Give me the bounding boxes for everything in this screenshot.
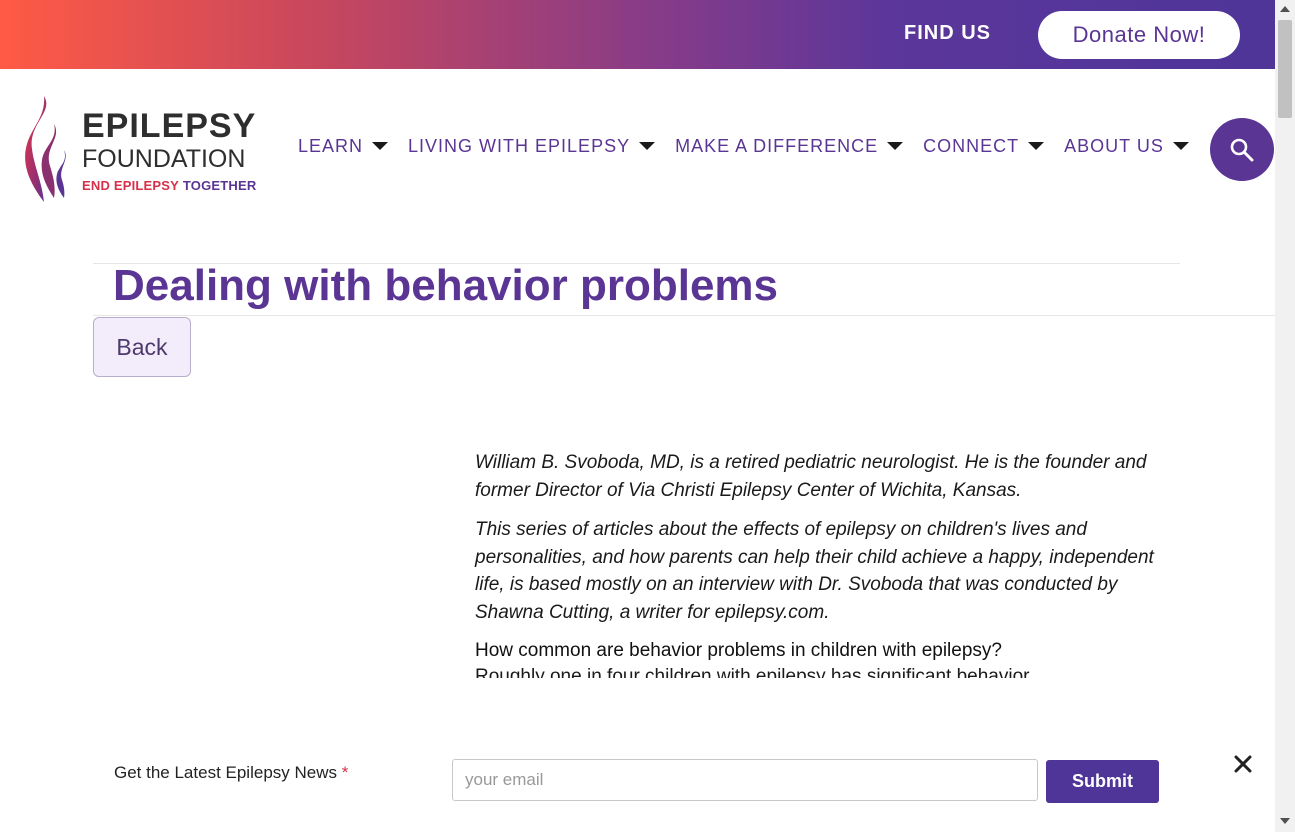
caret-down-icon [1172,142,1189,150]
nav-item-living-with-epilepsy[interactable]: LIVING WITH EPILEPSY [408,134,656,158]
nav-item-about-us[interactable]: ABOUT US [1064,134,1189,158]
caret-down-icon [1028,142,1045,150]
newsletter-bar: Get the Latest Epilepsy News * Submit [0,731,1275,832]
nav-item-learn[interactable]: LEARN [298,134,389,158]
donate-button[interactable]: Donate Now! [1038,11,1240,59]
scroll-up-arrow-icon[interactable] [1280,6,1290,12]
nav-item-connect[interactable]: CONNECT [923,134,1045,158]
nav-label: CONNECT [923,135,1020,156]
nav-label: LEARN [298,135,364,156]
scroll-down-arrow-icon[interactable] [1280,818,1290,824]
nav-item-make-a-difference[interactable]: MAKE A DIFFERENCE [675,134,904,158]
caret-down-icon [639,142,656,150]
top-bar: FIND US Donate Now! [0,0,1275,69]
logo-text-foundation: FOUNDATION [82,145,246,173]
required-mark: * [341,763,349,782]
close-icon[interactable] [1233,754,1253,774]
page-title: Dealing with behavior problems [113,261,779,310]
divider [93,315,1275,316]
flame-logo-icon [25,96,66,202]
find-us-link[interactable]: FIND US [904,22,991,44]
logo-tagline-b: TOGETHER [182,178,257,193]
logo-text-epilepsy: EPILEPSY [82,107,257,145]
epilepsy-foundation-logo[interactable]: EPILEPSY FOUNDATION END EPILEPSY TOGETHE… [24,94,280,204]
email-input[interactable] [452,759,1038,801]
section-text-partial: Roughly one in four children with epilep… [475,666,1030,678]
search-icon [1230,138,1254,161]
nav-label: MAKE A DIFFERENCE [675,135,879,156]
newsletter-label-text: Get the Latest Epilepsy News [114,763,338,782]
logo-tagline-a: END EPILEPSY [82,178,180,193]
submit-button[interactable]: Submit [1046,760,1159,803]
back-button[interactable]: Back [93,317,191,377]
caret-down-icon [887,142,904,150]
author-bio: William B. Svoboda, MD, is a retired ped… [475,452,1147,501]
series-intro: This series of articles about the effect… [475,519,1154,623]
article-body: William B. Svoboda, MD, is a retired ped… [475,449,1165,678]
nav-label: ABOUT US [1064,135,1164,156]
section-heading: How common are behavior problems in chil… [475,640,1002,661]
search-button[interactable] [1210,118,1274,181]
main-nav: LEARN LIVING WITH EPILEPSY MAKE A DIFFER… [298,134,1209,158]
divider [93,263,1180,264]
caret-down-icon [372,142,389,150]
logo-tagline: END EPILEPSY TOGETHER [82,178,256,194]
page-scrollbar[interactable] [1275,0,1295,832]
nav-label: LIVING WITH EPILEPSY [408,135,631,156]
scrollbar-thumb[interactable] [1278,20,1292,118]
newsletter-label: Get the Latest Epilepsy News * [114,763,348,783]
